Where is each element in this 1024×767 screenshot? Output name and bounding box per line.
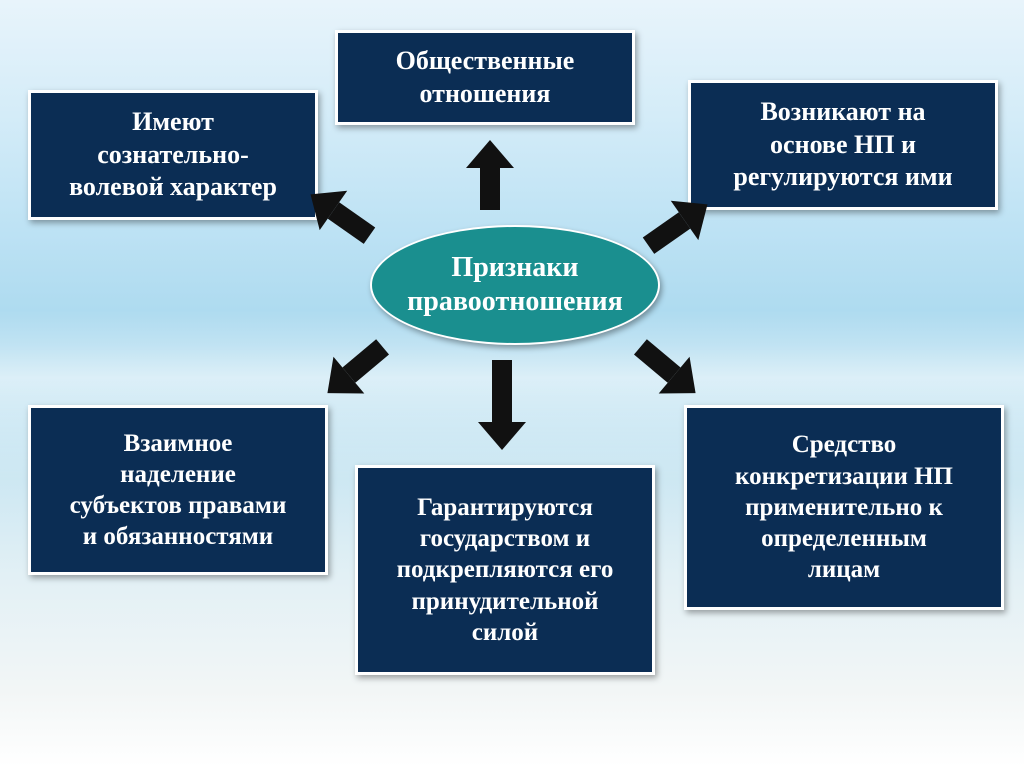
node-top: Общественныеотношения	[335, 30, 635, 125]
node-bottom-right: Средствоконкретизации НПприменительно ко…	[684, 405, 1004, 610]
arrow	[625, 328, 711, 411]
arrow-shaft	[328, 202, 376, 244]
arrow	[312, 328, 398, 411]
arrow-head-icon	[478, 422, 526, 450]
arrow-shaft	[480, 168, 500, 210]
node-bottom: Гарантируютсягосударством иподкрепляются…	[355, 465, 655, 675]
node-label: Возникают наоснове НП ирегулируются ими	[733, 96, 952, 194]
center-node-label: Признакиправоотношения	[407, 251, 623, 318]
node-label: Общественныеотношения	[396, 45, 575, 110]
node-top-left: Имеютсознательно-волевой характер	[28, 90, 318, 220]
node-top-right: Возникают наоснове НП ирегулируются ими	[688, 80, 998, 210]
center-node: Признакиправоотношения	[370, 225, 660, 345]
arrow	[478, 360, 526, 450]
node-label: Средствоконкретизации НПприменительно ко…	[735, 429, 953, 585]
node-label: Взаимноенаделениесубъектов правамии обяз…	[70, 428, 287, 553]
node-label: Имеютсознательно-волевой характер	[69, 106, 277, 204]
arrow-shaft	[492, 360, 512, 422]
node-bottom-left: Взаимноенаделениесубъектов правамии обяз…	[28, 405, 328, 575]
arrow	[466, 140, 514, 210]
node-label: Гарантируютсягосударством иподкрепляются…	[397, 492, 614, 648]
arrow-head-icon	[466, 140, 514, 168]
